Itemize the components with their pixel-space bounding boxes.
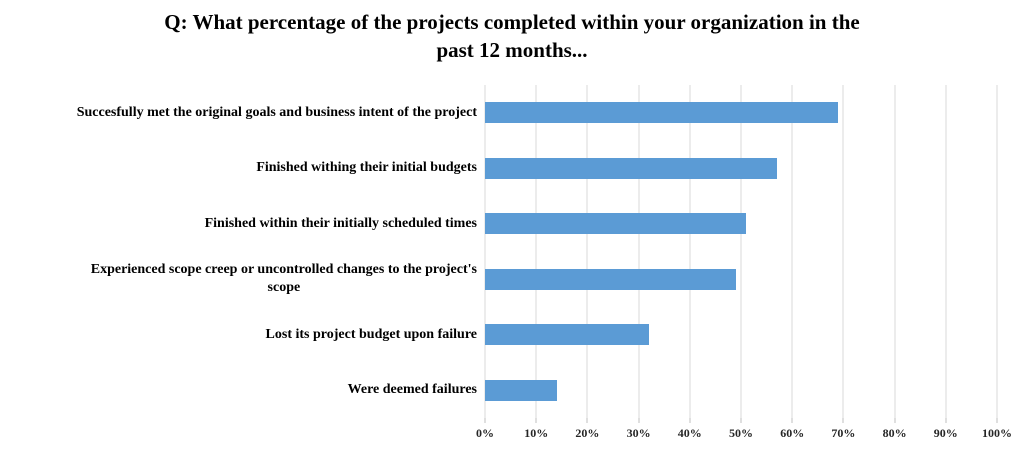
category-label: Succesfully met the original goals and b…	[76, 104, 477, 120]
x-axis-label: 30%	[626, 426, 651, 440]
plot-area	[484, 85, 998, 418]
tick-mark	[689, 418, 691, 423]
gridline	[484, 85, 486, 418]
gridline	[996, 85, 998, 418]
category-label: Experienced scope creep or uncontrolled …	[90, 262, 477, 296]
category-label-row: Succesfully met the original goals and b…	[0, 85, 477, 141]
category-label-row: Finished within their initially schedule…	[0, 196, 477, 252]
x-axis-labels: 0% 10% 20% 30% 40% 50% 60% 70% 80% 90% 100%	[476, 426, 1012, 442]
gridline	[842, 85, 844, 418]
category-label-row: Were deemed failures	[0, 363, 477, 419]
category-label: Lost its project budget upon failure	[265, 326, 477, 342]
x-axis-label: 60%	[780, 426, 805, 440]
gridline	[535, 85, 537, 418]
tick-mark	[842, 418, 844, 423]
gridline	[586, 85, 588, 418]
category-label-row: Lost its project budget upon failure	[0, 307, 477, 363]
x-axis-label: 20%	[575, 426, 600, 440]
bar	[485, 379, 557, 401]
bar	[485, 157, 777, 179]
category-label-row: Finished withing their initial budgets	[0, 141, 477, 197]
gridline	[945, 85, 947, 418]
bar	[485, 102, 839, 124]
tick-mark	[945, 418, 947, 423]
category-labels: Succesfully met the original goals and b…	[0, 85, 477, 418]
chart-title: Q: What percentage of the projects compl…	[164, 10, 860, 63]
gridline	[740, 85, 742, 418]
tick-mark	[894, 418, 896, 423]
gridline	[894, 85, 896, 418]
x-axis-label: 70%	[831, 426, 856, 440]
x-axis-label: 100%	[982, 426, 1012, 440]
x-axis-label: 10%	[524, 426, 549, 440]
x-axis-label: 80%	[882, 426, 907, 440]
bar	[485, 268, 736, 290]
axis-ticks	[484, 418, 998, 423]
tick-mark	[638, 418, 640, 423]
x-axis-label: 50%	[729, 426, 753, 440]
x-axis-label: 0%	[476, 426, 494, 440]
category-label: Finished within their initially schedule…	[204, 215, 477, 231]
x-axis-label: 40%	[677, 426, 702, 440]
tick-mark	[535, 418, 537, 423]
tick-mark	[740, 418, 742, 423]
tick-mark	[484, 418, 486, 423]
gridline	[791, 85, 793, 418]
tick-mark	[791, 418, 793, 423]
category-label: Finished withing their initial budgets	[256, 160, 477, 176]
bar	[485, 213, 747, 235]
gridline	[638, 85, 640, 418]
x-axis-label: 90%	[933, 426, 958, 440]
tick-mark	[996, 418, 998, 423]
category-label-row: Experienced scope creep or uncontrolled …	[0, 252, 477, 308]
gridline	[689, 85, 691, 418]
bar	[485, 324, 649, 346]
tick-mark	[586, 418, 588, 423]
category-label: Were deemed failures	[347, 382, 477, 398]
